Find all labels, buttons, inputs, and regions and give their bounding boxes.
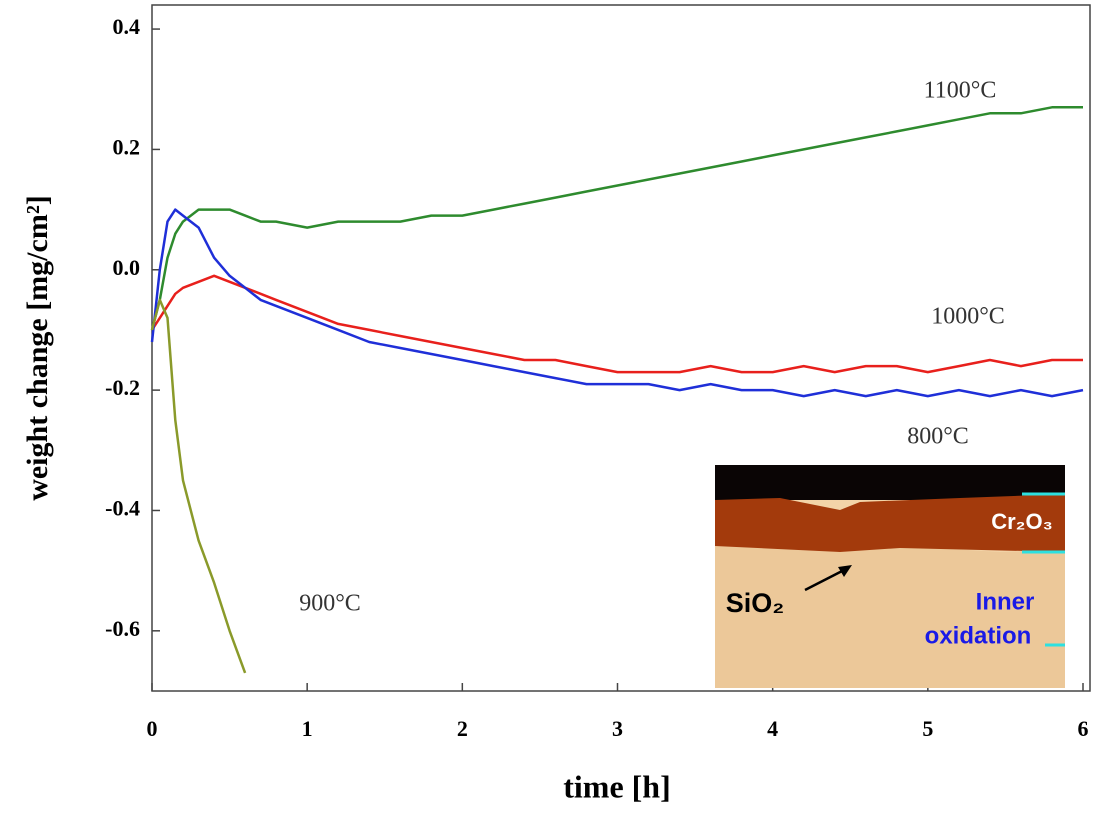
chart: time [h] weight change [mg/cm²] 0.4 0.2 0.… <box>0 0 1097 814</box>
x-tick-label: 6 <box>1078 716 1089 741</box>
series-label: 900°C <box>299 591 361 617</box>
inset-zone-label: Inner <box>976 588 1035 615</box>
series-line <box>152 300 245 673</box>
inset-zone-label: oxidation <box>925 622 1032 649</box>
x-tick-label: 3 <box>612 716 623 741</box>
series-line <box>152 107 1083 330</box>
series-label: 800°C <box>907 424 969 450</box>
inset-precipitate-label: SiO₂ <box>726 588 785 618</box>
inset-mount <box>715 465 1065 500</box>
inset-micrograph: Cr₂O₃ SiO₂ Inner oxidation <box>715 465 1065 688</box>
y-axis-label: weight change [mg/cm²] <box>21 195 54 501</box>
x-tick-label: 5 <box>922 716 933 741</box>
y-tick-label: -0.6 <box>105 616 140 641</box>
inset-oxide-label: Cr₂O₃ <box>991 509 1053 534</box>
y-tick-label: 0.0 <box>113 255 141 280</box>
x-tick-label: 0 <box>147 716 158 741</box>
series-label: 1100°C <box>924 78 997 104</box>
y-tick-label: 0.2 <box>113 134 141 159</box>
y-tick-label: 0.4 <box>113 14 141 39</box>
y-tick-label: -0.2 <box>105 375 140 400</box>
series-label: 1000°C <box>931 304 1005 330</box>
x-tick-label: 1 <box>302 716 313 741</box>
x-tick-label: 4 <box>767 716 778 741</box>
x-axis-label: time [h] <box>563 768 671 804</box>
x-tick-label: 2 <box>457 716 468 741</box>
y-tick-label: -0.4 <box>105 496 140 521</box>
